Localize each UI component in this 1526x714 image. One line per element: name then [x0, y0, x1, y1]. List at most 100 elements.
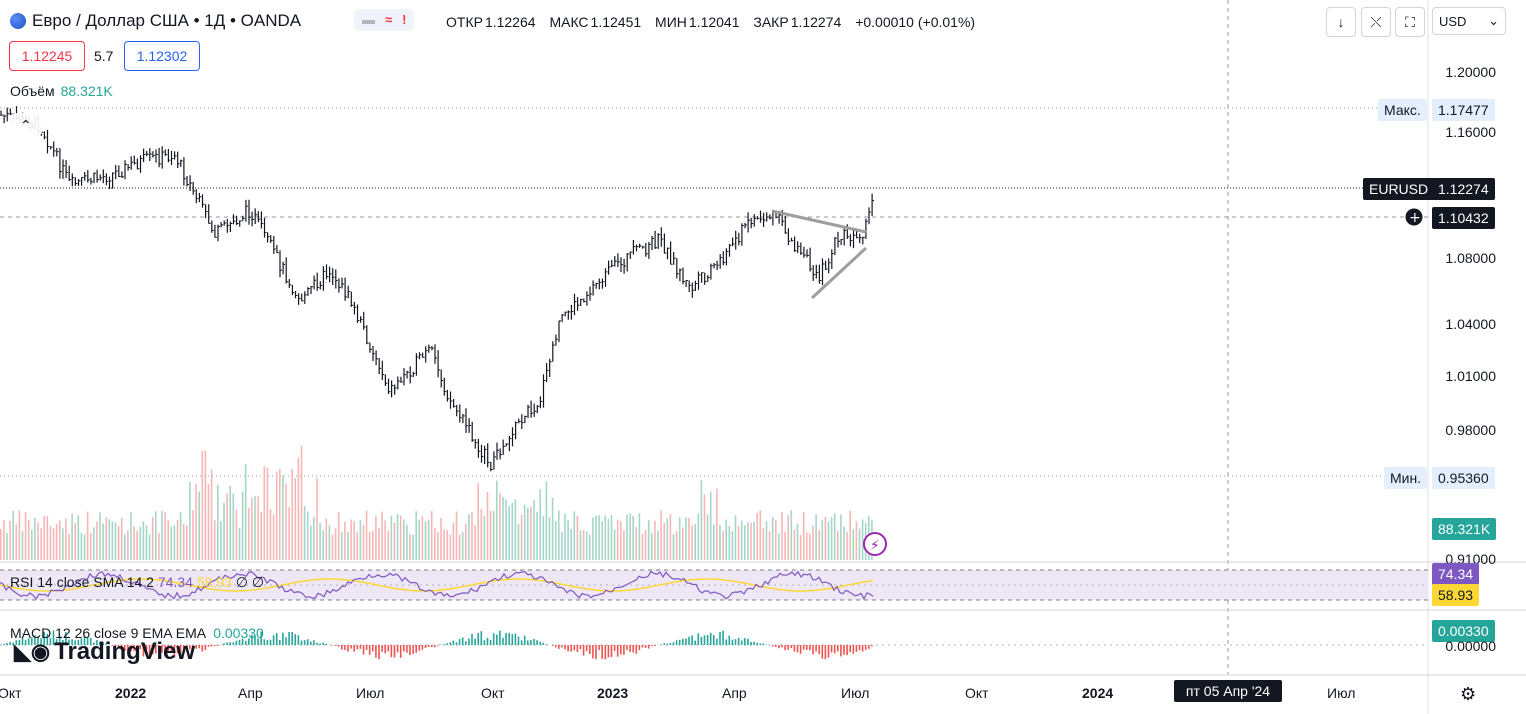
triangle-lower-line[interactable] [810, 246, 868, 300]
tradingview-logo[interactable]: ◣◉ TradingView [14, 638, 195, 666]
macd-bar [815, 645, 817, 652]
macd-bar [427, 645, 430, 647]
macd-bar [139, 645, 142, 650]
macd-bar [787, 645, 789, 650]
volume-bar [511, 503, 514, 560]
currency-select[interactable]: USD ⌄ [1432, 7, 1506, 35]
macd-bar [297, 635, 300, 645]
rsi-ma-line [0, 578, 874, 592]
macd-bar [765, 644, 768, 645]
volume-bar [688, 517, 690, 560]
volume-bar [9, 520, 11, 560]
symbol-title[interactable]: Евро / Доллар США • 1Д • OANDA [10, 11, 301, 31]
volume-bar [198, 491, 200, 560]
fullscreen-icon[interactable]: ⛶ [1395, 7, 1425, 37]
macd-bar [837, 645, 839, 652]
volume-bar [102, 523, 104, 560]
macd-bar [443, 644, 445, 645]
volume-bar [328, 525, 331, 560]
collapse-legend-icon[interactable] [12, 113, 42, 135]
macd-bar [719, 631, 721, 645]
macd-bar [167, 645, 169, 652]
volume-bar [399, 515, 402, 560]
sell-button[interactable]: 1.12245 [9, 41, 85, 71]
settings-icon[interactable]: ⚙ [1460, 684, 1477, 704]
arrow-down-icon[interactable]: ↓ [1326, 7, 1356, 37]
volume-bar [341, 532, 343, 560]
volume-bar [818, 530, 820, 560]
volume-bar [40, 528, 42, 560]
volume-bar [558, 510, 560, 560]
volume-bar [514, 499, 517, 560]
volume-bar [418, 519, 421, 560]
volume-bar [31, 529, 33, 560]
delay-icon[interactable]: ≈ [385, 12, 393, 27]
macd-bar [771, 645, 774, 647]
status-pills[interactable]: ▬ ≈ ! [354, 9, 415, 31]
volume-bar [223, 502, 225, 560]
volume-bar [542, 516, 545, 560]
macd-legend[interactable]: MACD 12 26 close 9 EMA EMA 0.00330 [10, 625, 264, 641]
volume-legend[interactable]: Объём 88.321K [10, 83, 113, 99]
volume-bar [747, 522, 749, 560]
macd-bar [610, 645, 613, 658]
macd-bar [691, 635, 693, 645]
volume-bar [703, 494, 706, 560]
macd-bar [93, 642, 95, 645]
market-status-icon[interactable]: ▬ [362, 12, 375, 27]
macd-bar [759, 643, 762, 645]
macd-bar [855, 645, 858, 652]
volume-bar [576, 515, 579, 560]
macd-bar [775, 645, 777, 647]
buy-button[interactable]: 1.12302 [124, 41, 200, 71]
macd-bar [353, 645, 355, 652]
volume-bar [589, 534, 591, 560]
lightning-icon[interactable] [863, 532, 887, 556]
macd-bar [598, 645, 600, 651]
volume-bar [331, 534, 334, 560]
volume-bar [616, 519, 619, 560]
high-value: 1.12451 [590, 14, 642, 30]
high-label: МАКС [549, 14, 589, 30]
macd-bar [313, 640, 315, 645]
volume-bar [96, 521, 98, 560]
volume-bar [158, 532, 160, 560]
volume-bar [709, 491, 712, 560]
macd-bar [620, 645, 622, 655]
warning-icon[interactable]: ! [402, 12, 407, 27]
volume-bar [164, 511, 166, 560]
volume-bar [406, 524, 408, 560]
macd-bar [192, 645, 194, 653]
volume-bar [685, 517, 687, 560]
macd-bar [127, 645, 129, 651]
volume-bar [489, 510, 492, 560]
volume-bar [691, 525, 693, 560]
macd-bar [793, 645, 796, 652]
macd-bar [198, 645, 200, 649]
macd-bar [375, 645, 377, 658]
volume-bar [353, 521, 355, 560]
volume-bar [669, 514, 672, 560]
macd-bar [455, 642, 458, 645]
macd-bar [186, 645, 188, 652]
macd-bar [378, 645, 380, 660]
volume-bar [821, 519, 824, 560]
volume-bar [598, 515, 600, 560]
volume-bar [142, 521, 145, 560]
macd-bar [182, 645, 185, 651]
macd-bar [539, 641, 541, 645]
volume-bar [592, 517, 594, 560]
macd-bar [74, 640, 76, 645]
symbol-flag-icon [10, 13, 26, 29]
add-alert-icon[interactable] [1404, 207, 1424, 227]
macd-bar [396, 645, 399, 653]
macd-bar [179, 645, 182, 657]
collapse-icon[interactable]: ⤬ [1361, 7, 1391, 37]
macd-bar [480, 631, 483, 645]
triangle-upper-line[interactable] [771, 209, 867, 234]
volume-bar [722, 530, 724, 560]
macd-bar [833, 645, 836, 654]
rsi-legend[interactable]: RSI 14 close SMA 14 2 74.34 58.93 ∅ ∅ [10, 574, 264, 591]
macd-bar [629, 645, 631, 652]
